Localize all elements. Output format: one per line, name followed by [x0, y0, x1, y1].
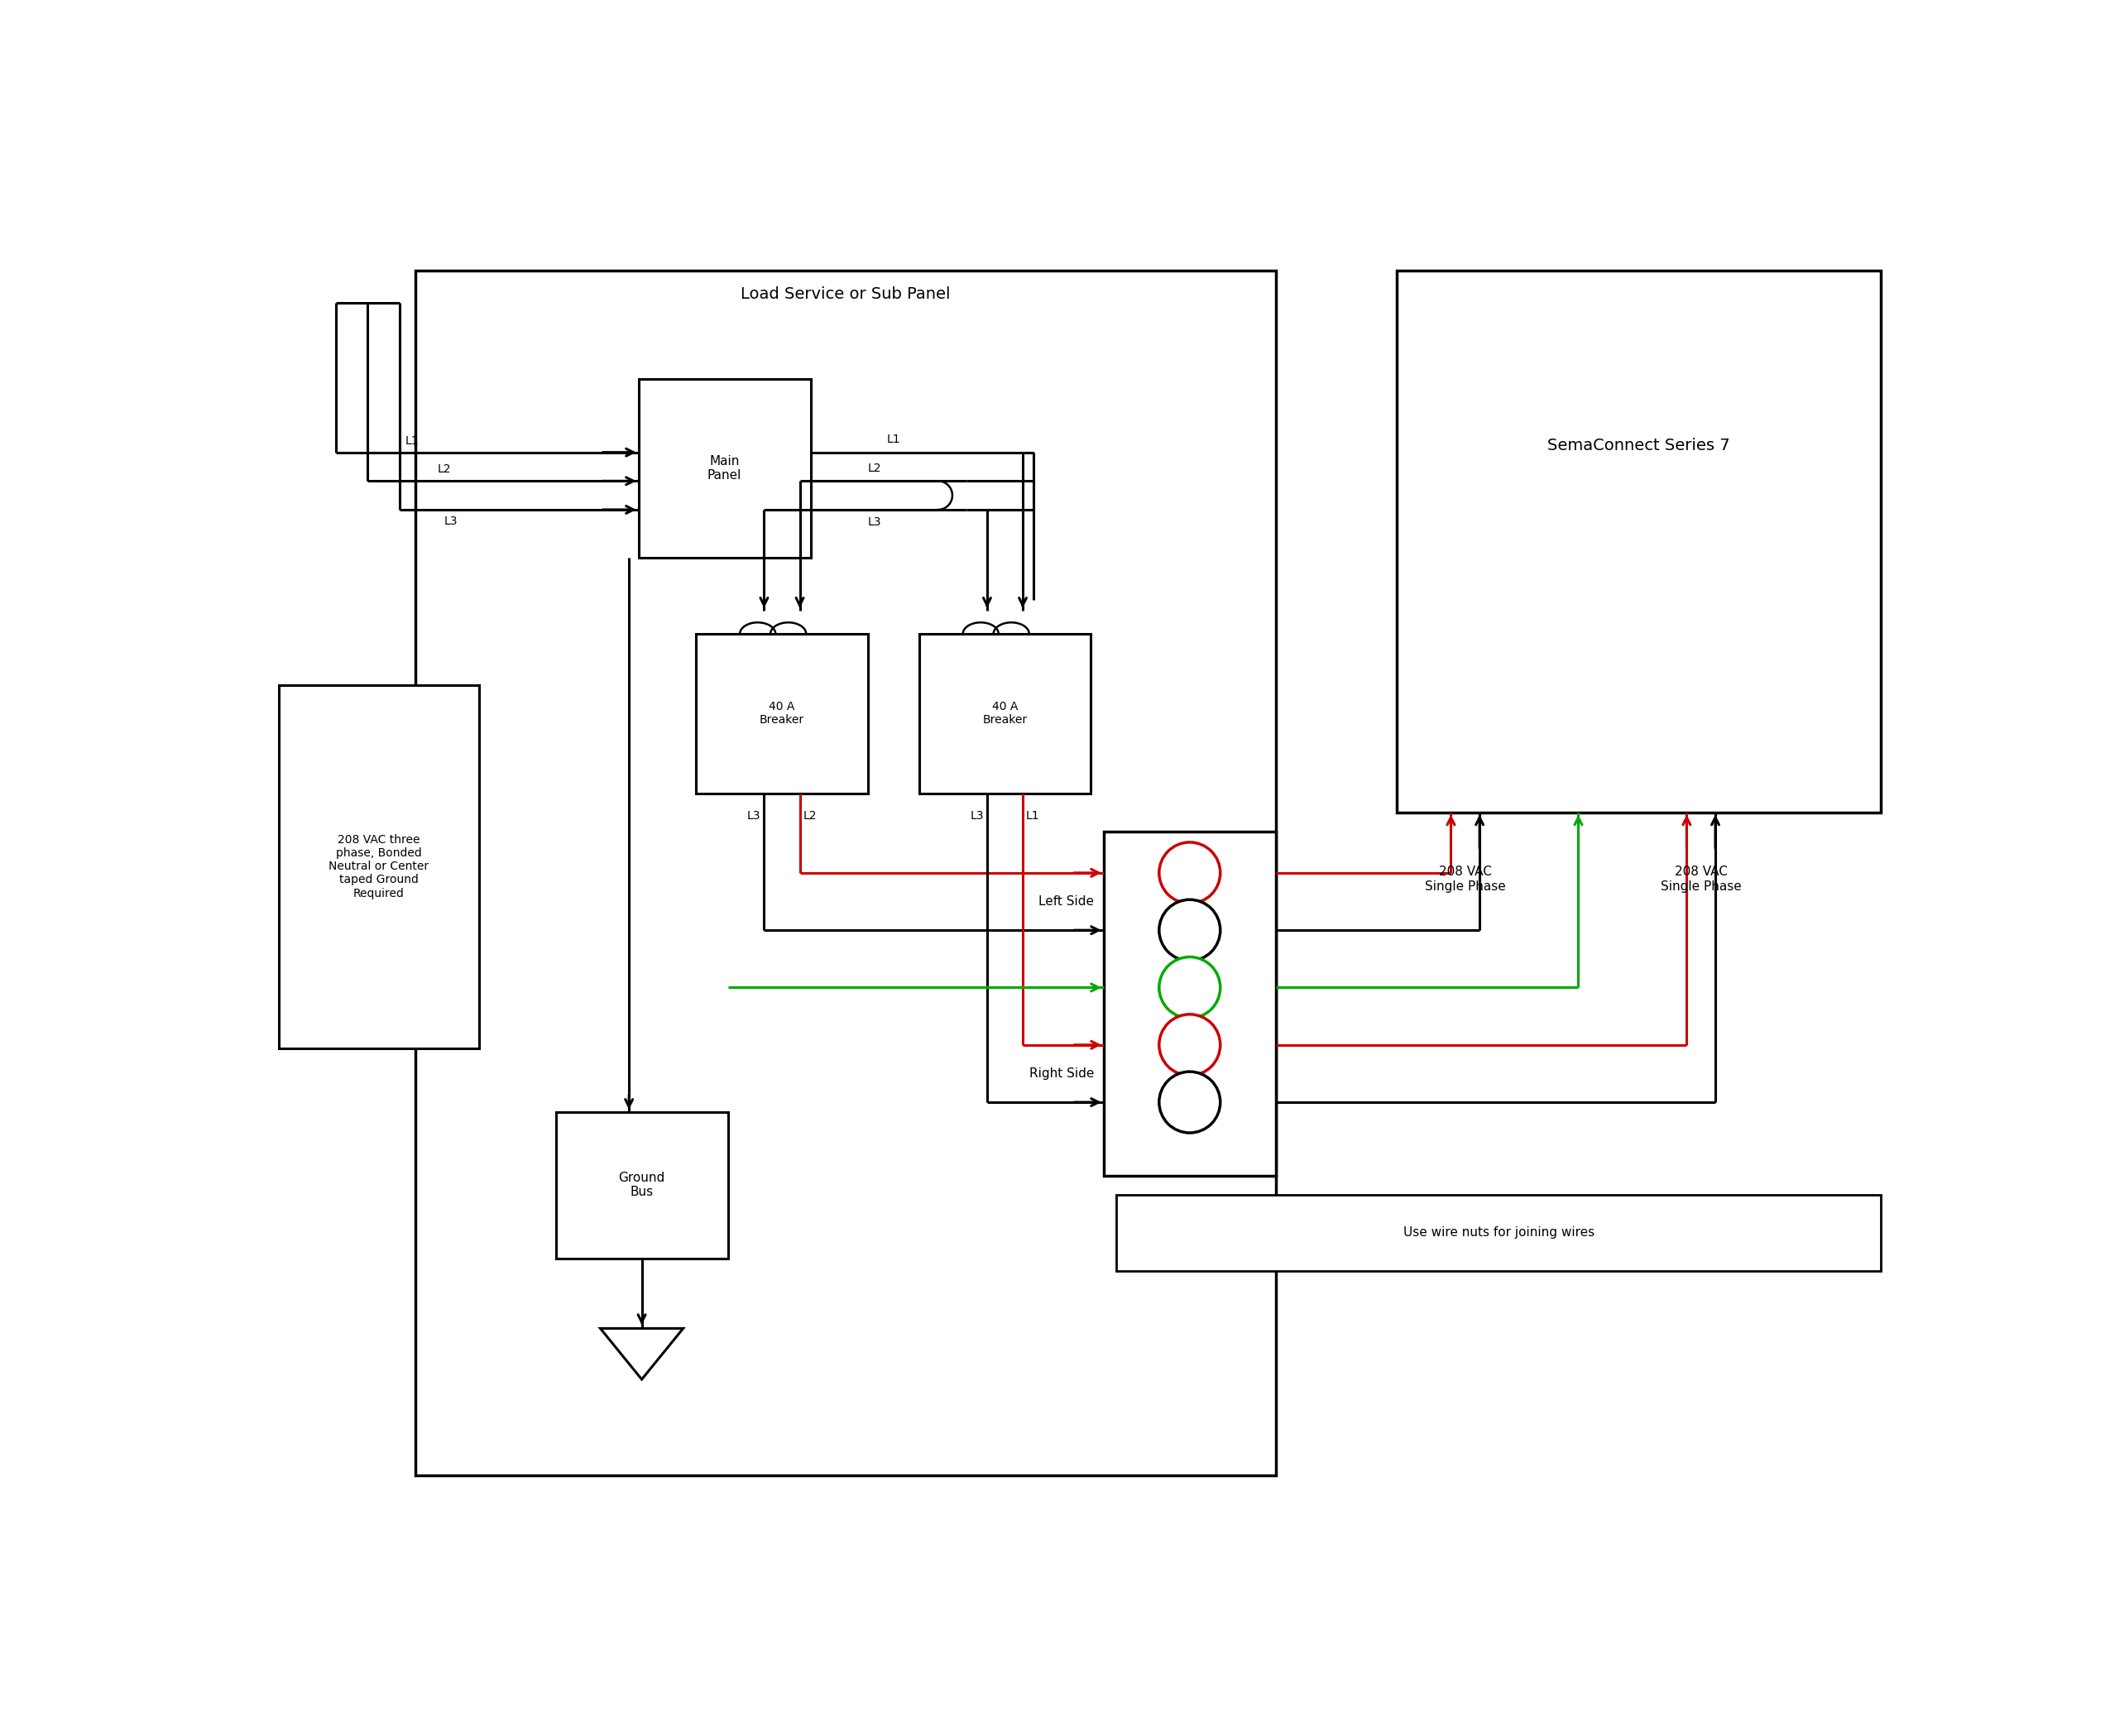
Text: L3: L3 — [971, 809, 983, 821]
Circle shape — [1158, 1014, 1220, 1076]
Text: 40 A
Breaker: 40 A Breaker — [760, 701, 804, 726]
Text: 208 VAC
Single Phase: 208 VAC Single Phase — [1661, 866, 1741, 892]
Circle shape — [1158, 899, 1220, 960]
Text: L3: L3 — [867, 517, 882, 528]
Circle shape — [1158, 1071, 1220, 1134]
Text: L2: L2 — [867, 462, 882, 474]
Text: L2: L2 — [804, 809, 817, 821]
Text: 208 VAC
Single Phase: 208 VAC Single Phase — [1424, 866, 1507, 892]
Text: L1: L1 — [886, 434, 901, 446]
Bar — [639, 378, 810, 557]
Circle shape — [1158, 842, 1220, 903]
Circle shape — [1158, 957, 1220, 1017]
Text: 40 A
Breaker: 40 A Breaker — [983, 701, 1028, 726]
Bar — [279, 686, 479, 1049]
Bar — [920, 634, 1091, 793]
Bar — [416, 271, 1277, 1476]
Text: Right Side: Right Side — [1030, 1068, 1095, 1080]
Text: L3: L3 — [443, 516, 458, 528]
Text: 208 VAC three
phase, Bonded
Neutral or Center
taped Ground
Required: 208 VAC three phase, Bonded Neutral or C… — [329, 833, 428, 899]
Bar — [1104, 832, 1277, 1175]
Bar — [1397, 271, 1880, 812]
Bar — [1116, 1194, 1880, 1271]
Text: Use wire nuts for joining wires: Use wire nuts for joining wires — [1403, 1227, 1595, 1240]
Text: L3: L3 — [747, 809, 762, 821]
Text: Load Service or Sub Panel: Load Service or Sub Panel — [741, 286, 949, 302]
Text: L1: L1 — [1025, 809, 1040, 821]
Text: Left Side: Left Side — [1038, 896, 1095, 908]
Text: SemaConnect Series 7: SemaConnect Series 7 — [1547, 437, 1730, 453]
Text: L2: L2 — [437, 464, 452, 476]
Text: Main
Panel: Main Panel — [707, 455, 743, 481]
Text: Ground
Bus: Ground Bus — [618, 1172, 665, 1198]
Bar — [555, 1111, 728, 1259]
Text: L1: L1 — [405, 436, 420, 446]
Bar — [696, 634, 867, 793]
